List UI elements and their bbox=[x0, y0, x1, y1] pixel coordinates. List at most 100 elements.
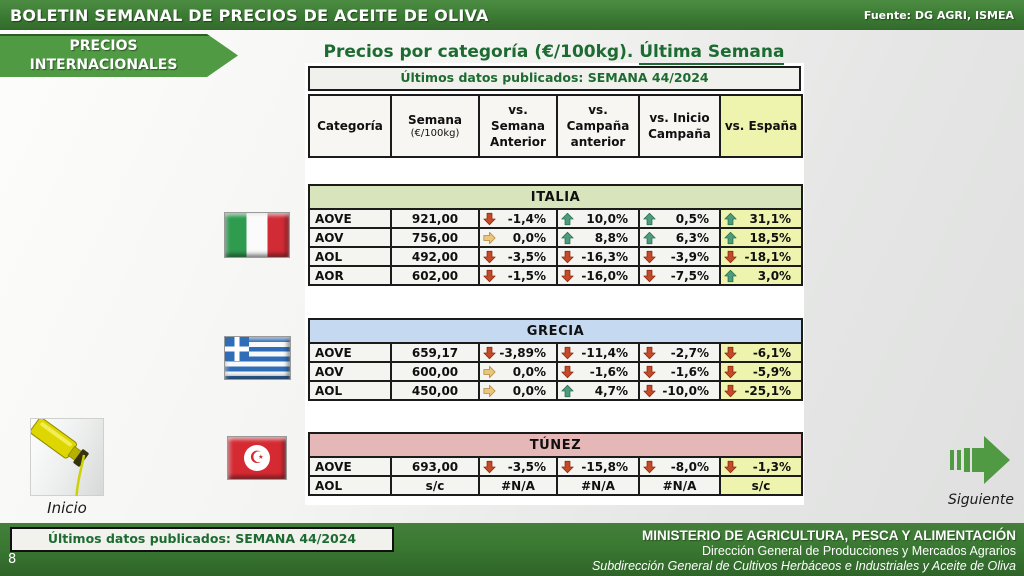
col-vs-inicio-campana: vs. Inicio Campaña bbox=[638, 94, 721, 158]
inicio-label: Inicio bbox=[47, 499, 87, 517]
up-arrow-icon bbox=[643, 231, 656, 244]
week-value-cell: 921,00 bbox=[390, 208, 480, 229]
down-arrow-icon bbox=[643, 365, 656, 378]
siguiente-label: Siguiente bbox=[947, 492, 1014, 508]
pct-cell: -3,5% bbox=[478, 456, 558, 477]
week-value-cell: 659,17 bbox=[390, 342, 480, 363]
pct-cell: 0,0% bbox=[478, 227, 558, 248]
down-arrow-icon bbox=[724, 460, 737, 473]
right-arrow-icon bbox=[483, 384, 496, 397]
down-arrow-icon bbox=[724, 250, 737, 263]
right-arrow-icon bbox=[483, 231, 496, 244]
up-arrow-icon bbox=[724, 231, 737, 244]
up-arrow-icon bbox=[724, 269, 737, 282]
page-title: BOLETIN SEMANAL DE PRECIOS DE ACEITE DE … bbox=[10, 5, 489, 25]
pct-cell: #N/A bbox=[638, 475, 721, 496]
pct-cell: #N/A bbox=[478, 475, 558, 496]
pct-cell: -1,5% bbox=[478, 265, 558, 286]
pct-cell: -7,5% bbox=[638, 265, 721, 286]
star-and-crescent-icon: ☪ bbox=[244, 445, 270, 471]
down-arrow-icon bbox=[561, 269, 574, 282]
tunisia-flag-icon: ☪ bbox=[227, 436, 287, 480]
week-value-cell: 693,00 bbox=[390, 456, 480, 477]
ministry-name: MINISTERIO DE AGRICULTURA, PESCA Y ALIME… bbox=[641, 528, 1016, 543]
down-arrow-icon bbox=[643, 269, 656, 282]
source-label: Fuente: DG AGRI, ISMEA bbox=[863, 8, 1014, 22]
pct-cell: 0,5% bbox=[638, 208, 721, 229]
week-value-cell: 600,00 bbox=[390, 361, 480, 382]
pct-cell: 10,0% bbox=[556, 208, 640, 229]
week-value-cell: 602,00 bbox=[390, 265, 480, 286]
pct-cell: -1,3% bbox=[719, 456, 803, 477]
down-arrow-icon bbox=[561, 250, 574, 263]
pct-cell: 8,8% bbox=[556, 227, 640, 248]
up-arrow-icon bbox=[724, 212, 737, 225]
pct-cell: -2,7% bbox=[638, 342, 721, 363]
category-cell: AOV bbox=[308, 227, 392, 248]
down-arrow-icon bbox=[724, 384, 737, 397]
footer-published-banner: Últimos datos publicados: SEMANA 44/2024 bbox=[10, 527, 394, 552]
table-row: AOL 492,00 -3,5% -16,3% -3,9% -18,1% bbox=[308, 246, 804, 267]
pct-cell: 31,1% bbox=[718, 208, 804, 229]
col-semana: Semana (€/100kg) bbox=[390, 94, 480, 158]
category-cell: AOR bbox=[308, 265, 392, 286]
down-arrow-icon bbox=[643, 346, 656, 359]
inicio-home-image[interactable] bbox=[30, 417, 104, 497]
price-table: TÚNEZ AOVE 693,00 -3,5% -15,8% -8,0% -1,3% AOL s… bbox=[308, 432, 803, 496]
down-arrow-icon bbox=[643, 250, 656, 263]
down-arrow-icon bbox=[724, 346, 737, 359]
table-row: AOR 602,00 -1,5% -16,0% -7,5% 3,0% bbox=[308, 265, 804, 286]
ministry-direction: Dirección General de Producciones y Merc… bbox=[701, 544, 1016, 558]
category-cell: AOVE bbox=[308, 208, 392, 229]
col-semana-unit: (€/100kg) bbox=[410, 128, 460, 139]
up-arrow-icon bbox=[643, 212, 656, 225]
week-value-cell: 756,00 bbox=[390, 227, 480, 248]
category-cell: AOV bbox=[308, 361, 392, 382]
ministry-block: MINISTERIO DE AGRICULTURA, PESCA Y ALIME… bbox=[592, 527, 1016, 574]
down-arrow-icon bbox=[561, 365, 574, 378]
siguiente-next-arrow[interactable] bbox=[950, 434, 1012, 486]
table-row: AOV 756,00 0,0% 8,8% 6,3% 18,5% bbox=[308, 227, 804, 248]
col-vs-espana: vs. España bbox=[719, 94, 803, 158]
page-number: 8 bbox=[8, 552, 17, 567]
price-table: GRECIA AOVE 659,17 -3,89% -11,4% -2,7% -6,1% AO… bbox=[307, 318, 804, 401]
column-header-row: Categoría Semana (€/100kg) vs. Semana An… bbox=[308, 94, 803, 158]
pct-cell: -8,0% bbox=[638, 456, 721, 477]
pct-cell: 18,5% bbox=[718, 227, 804, 248]
week-value-cell: s/c bbox=[390, 475, 480, 496]
col-vs-campana-anterior: vs. Campaña anterior bbox=[556, 94, 640, 158]
pct-cell: -1,6% bbox=[556, 361, 640, 382]
down-arrow-icon bbox=[483, 460, 496, 473]
down-arrow-icon bbox=[643, 460, 656, 473]
pct-cell: -25,1% bbox=[718, 380, 804, 401]
price-table-grecia: GRECIA AOVE 659,17 -3,89% -11,4% -2,7% -6,1% AO… bbox=[307, 318, 804, 401]
section-tab-precios-internacionales: PRECIOS INTERNACIONALES bbox=[0, 34, 238, 77]
down-arrow-icon bbox=[561, 346, 574, 359]
country-name: TÚNEZ bbox=[308, 432, 803, 458]
table-row: AOVE 693,00 -3,5% -15,8% -8,0% -1,3% bbox=[308, 456, 803, 477]
down-arrow-icon bbox=[643, 384, 656, 397]
italy-flag-icon bbox=[224, 212, 290, 258]
price-table-italia: ITALIA AOVE 921,00 -1,4% 10,0% 0,5% 31,1% AOV 75… bbox=[307, 184, 804, 286]
down-arrow-icon bbox=[483, 269, 496, 282]
right-arrow-icon bbox=[483, 365, 496, 378]
category-cell: AOL bbox=[308, 246, 392, 267]
up-arrow-icon bbox=[561, 384, 574, 397]
down-arrow-icon bbox=[561, 460, 574, 473]
category-cell: AOL bbox=[308, 475, 392, 496]
pct-cell: s/c bbox=[719, 475, 803, 496]
category-cell: AOVE bbox=[308, 456, 392, 477]
pct-cell: 0,0% bbox=[478, 361, 558, 382]
published-week-banner: Últimos datos publicados: SEMANA 44/2024 bbox=[308, 66, 801, 91]
table-row: AOL 450,00 0,0% 4,7% -10,0% -25,1% bbox=[308, 380, 804, 401]
week-value-cell: 450,00 bbox=[390, 380, 480, 401]
col-categoria: Categoría bbox=[308, 94, 392, 158]
pct-cell: #N/A bbox=[556, 475, 640, 496]
column-header-table: Categoría Semana (€/100kg) vs. Semana An… bbox=[308, 94, 803, 158]
table-row: AOL s/c #N/A #N/A #N/A s/c bbox=[308, 475, 803, 496]
down-arrow-icon bbox=[724, 365, 737, 378]
pct-cell: -5,9% bbox=[718, 361, 804, 382]
down-arrow-icon bbox=[483, 346, 496, 359]
footer-band: Últimos datos publicados: SEMANA 44/2024… bbox=[0, 523, 1024, 576]
